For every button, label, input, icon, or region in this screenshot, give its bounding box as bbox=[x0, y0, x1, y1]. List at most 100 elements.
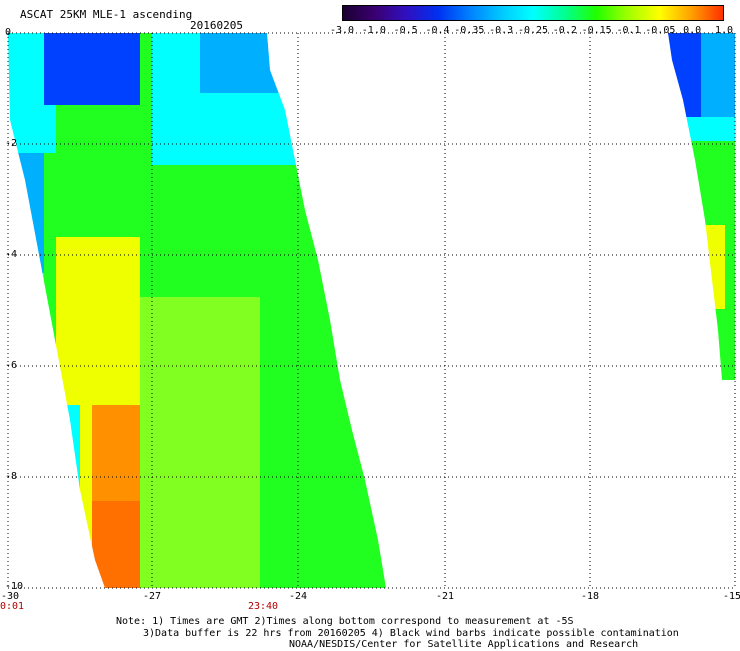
swath-cell bbox=[380, 189, 386, 201]
swath-cell bbox=[68, 381, 80, 393]
swath-cell bbox=[164, 225, 176, 237]
swath-cell bbox=[56, 213, 68, 225]
swath-cell bbox=[176, 561, 188, 573]
swath-cell bbox=[260, 561, 272, 573]
swath-cell bbox=[308, 321, 320, 333]
swath-cell bbox=[8, 153, 20, 165]
swath-cell bbox=[248, 165, 260, 177]
swath-cell bbox=[236, 477, 248, 489]
swath-cell bbox=[344, 489, 356, 501]
swath-cell bbox=[668, 309, 677, 321]
swath-cell bbox=[20, 249, 32, 261]
swath-cell bbox=[380, 405, 386, 417]
swath-cell bbox=[368, 141, 380, 153]
swath-cell bbox=[368, 405, 380, 417]
swath-cell bbox=[80, 441, 92, 453]
swath-cell bbox=[152, 261, 164, 273]
swath-cell bbox=[176, 141, 188, 153]
swath-cell bbox=[332, 513, 344, 525]
swath-cell bbox=[164, 81, 176, 93]
swath-cell bbox=[128, 261, 140, 273]
swath-cell bbox=[668, 369, 677, 380]
swath-cell bbox=[200, 585, 212, 588]
swath-cell bbox=[68, 285, 80, 297]
swath-cell bbox=[32, 285, 44, 297]
swath-cell bbox=[128, 477, 140, 489]
swath-cell bbox=[713, 177, 725, 189]
swath-cell bbox=[20, 525, 32, 537]
swath-cell bbox=[104, 105, 116, 117]
swath-cell bbox=[8, 297, 20, 309]
swath-cell bbox=[128, 357, 140, 369]
swath-cell bbox=[332, 57, 344, 69]
swath-cell bbox=[701, 297, 713, 309]
swath-cell bbox=[164, 345, 176, 357]
swath-cell bbox=[176, 189, 188, 201]
swath-cell bbox=[689, 273, 701, 285]
swath-cell bbox=[332, 69, 344, 81]
swath-cell bbox=[248, 429, 260, 441]
swath-cell bbox=[332, 585, 344, 588]
swath-cell bbox=[80, 237, 92, 249]
swath-cell bbox=[140, 453, 152, 465]
swath-cell bbox=[164, 417, 176, 429]
swath-cell bbox=[248, 225, 260, 237]
swath-cell bbox=[140, 357, 152, 369]
swath-cell bbox=[248, 453, 260, 465]
swath-cell bbox=[92, 477, 104, 489]
swath-cell bbox=[344, 585, 356, 588]
colorbar-tick-label: -0.3 bbox=[489, 25, 514, 36]
swath-cell bbox=[308, 141, 320, 153]
swath-cell bbox=[44, 441, 56, 453]
swath-cell bbox=[8, 537, 20, 549]
swath-cell bbox=[20, 213, 32, 225]
swath-cell bbox=[248, 309, 260, 321]
swath-cell bbox=[128, 165, 140, 177]
swath-cell bbox=[200, 297, 212, 309]
swath-cell bbox=[284, 201, 296, 213]
swath-cell bbox=[80, 333, 92, 345]
swath-cell bbox=[140, 69, 152, 81]
swath-cell bbox=[701, 105, 713, 117]
swath-cell bbox=[80, 177, 92, 189]
swath-cell bbox=[104, 261, 116, 273]
swath-cell bbox=[296, 357, 308, 369]
swath-cell bbox=[308, 81, 320, 93]
swath-cell bbox=[20, 285, 32, 297]
swath-cell bbox=[677, 225, 689, 237]
swath-cell bbox=[44, 549, 56, 561]
note-line-1: Note: 1) Times are GMT 2)Times along bot… bbox=[116, 616, 574, 627]
swath-cell bbox=[80, 81, 92, 93]
swath-cell bbox=[176, 225, 188, 237]
swath-cell bbox=[284, 525, 296, 537]
swath-cell bbox=[368, 381, 380, 393]
swath-cell bbox=[68, 573, 80, 585]
swath-cell bbox=[308, 273, 320, 285]
swath-cell bbox=[332, 537, 344, 549]
swath-cell bbox=[320, 105, 332, 117]
swath-cell bbox=[284, 333, 296, 345]
swath-cell bbox=[380, 141, 386, 153]
swath-cell bbox=[212, 141, 224, 153]
swath-cell bbox=[200, 309, 212, 321]
swath-cell bbox=[92, 465, 104, 477]
swath-cell bbox=[68, 165, 80, 177]
swath-cell bbox=[260, 273, 272, 285]
swath-cell bbox=[284, 129, 296, 141]
swath-cell bbox=[80, 345, 92, 357]
swath-cell bbox=[152, 105, 164, 117]
swath-cell bbox=[104, 477, 116, 489]
swath-cell bbox=[116, 285, 128, 297]
swath-cell bbox=[212, 93, 224, 105]
swath-cell bbox=[164, 33, 176, 45]
swath-cell bbox=[32, 213, 44, 225]
swath-cell bbox=[320, 453, 332, 465]
swath-cell bbox=[32, 333, 44, 345]
swath-cell bbox=[356, 369, 368, 381]
swath-cell bbox=[104, 153, 116, 165]
colorbar-tick-label: -0.15 bbox=[581, 25, 612, 36]
swath-cell bbox=[224, 369, 236, 381]
swath-cell bbox=[44, 321, 56, 333]
swath-cell bbox=[248, 513, 260, 525]
swath-cell bbox=[725, 165, 735, 177]
